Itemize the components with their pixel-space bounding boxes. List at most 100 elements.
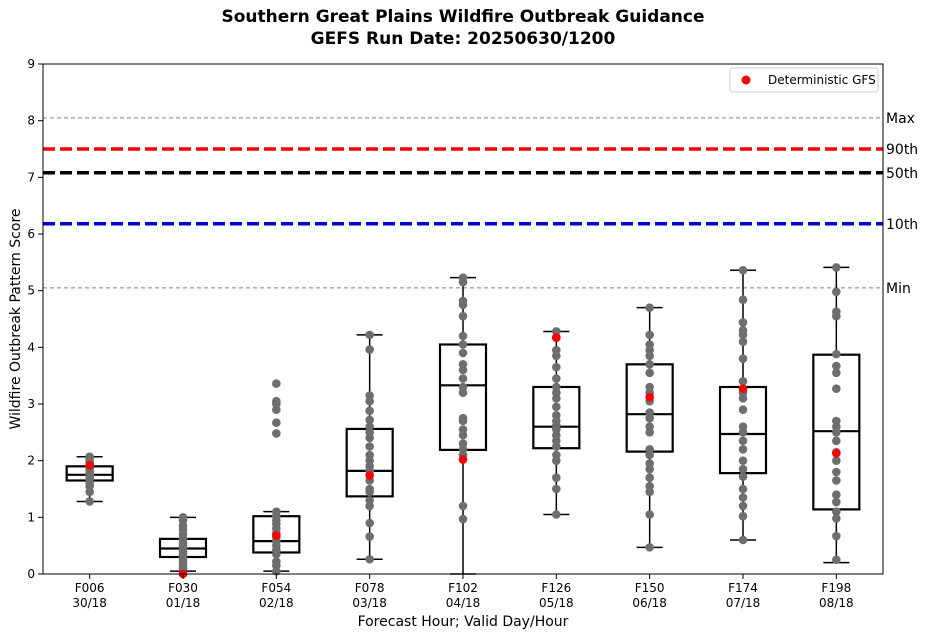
member-point	[738, 354, 748, 363]
member-point	[458, 273, 468, 282]
member-point	[738, 493, 748, 502]
member-point	[272, 557, 281, 566]
member-point	[832, 436, 841, 446]
member-point	[365, 450, 374, 460]
member-point	[552, 473, 561, 482]
box-group-f126	[532, 327, 581, 519]
chart-title: Southern Great Plains Wildfire Outbreak …	[222, 7, 705, 27]
member-point	[738, 377, 748, 386]
x-tick-label-hour: F198	[821, 581, 851, 595]
member-point	[458, 382, 468, 392]
member-point	[552, 382, 561, 392]
reference-label-min: Min	[886, 281, 911, 297]
member-point	[272, 418, 281, 428]
deterministic-point	[458, 455, 468, 464]
member-point	[272, 379, 281, 388]
member-point	[365, 330, 374, 340]
member-point	[365, 415, 374, 425]
x-tick-label-valid: 06/18	[632, 596, 667, 610]
member-point	[832, 514, 841, 523]
member-point	[832, 497, 841, 507]
member-point	[738, 445, 748, 454]
x-tick-label-valid: 07/18	[726, 596, 761, 610]
member-point	[645, 303, 654, 312]
member-point	[645, 340, 654, 349]
member-point	[458, 514, 468, 524]
member-point	[458, 311, 468, 321]
deterministic-point	[272, 531, 281, 540]
member-point	[738, 464, 748, 474]
x-tick-label-valid: 03/18	[352, 596, 387, 610]
legend-label: Deterministic GFS	[768, 73, 876, 87]
member-point	[738, 456, 748, 465]
member-point	[458, 374, 468, 383]
member-point	[832, 416, 841, 426]
member-point	[738, 318, 748, 327]
x-tick-label-hour: F150	[635, 581, 665, 595]
member-point	[738, 265, 748, 275]
member-point	[738, 501, 748, 511]
plot-frame	[42, 63, 884, 575]
member-point	[738, 326, 748, 335]
member-point	[85, 497, 94, 506]
member-point	[552, 362, 561, 372]
x-axis-label: Forecast Hour; Valid Day/Hour	[358, 614, 569, 630]
x-tick-label-hour: F030	[168, 581, 198, 595]
member-point	[552, 484, 561, 494]
y-tick-label: 1	[27, 510, 35, 524]
member-point	[832, 384, 841, 394]
y-axis-label: Wildfire Outbreak Pattern Score	[8, 208, 24, 429]
box-group-f102	[438, 273, 488, 575]
member-point	[645, 382, 654, 392]
member-point	[645, 459, 654, 468]
member-point	[832, 456, 841, 465]
box-group-f150	[625, 303, 674, 552]
y-tick-label: 5	[27, 284, 35, 298]
y-tick-label: 2	[27, 454, 35, 468]
box-group-f030	[158, 513, 208, 579]
member-point	[738, 535, 748, 545]
member-point	[832, 467, 841, 477]
member-point	[272, 396, 281, 406]
member-point	[458, 425, 468, 434]
member-point	[832, 490, 841, 499]
x-tick-label-valid: 04/18	[446, 596, 481, 610]
member-point	[365, 496, 374, 505]
reference-label-10th: 10th	[886, 217, 918, 233]
member-point	[365, 406, 374, 416]
member-point	[645, 543, 654, 552]
reference-label-max: Max	[886, 111, 915, 127]
x-tick-label-valid: 08/18	[819, 596, 854, 610]
member-point	[645, 445, 654, 454]
deterministic-point	[552, 333, 561, 343]
member-point	[738, 472, 748, 481]
box-group-f174	[718, 265, 768, 545]
member-point	[458, 348, 468, 358]
member-point	[832, 531, 841, 541]
member-point	[645, 360, 654, 369]
deterministic-point	[645, 392, 654, 402]
member-point	[832, 507, 841, 516]
member-point	[365, 554, 374, 564]
y-tick-label: 7	[27, 170, 35, 184]
member-point	[832, 476, 841, 485]
deterministic-point	[85, 460, 94, 470]
member-point	[832, 287, 841, 297]
reference-lines: Max 90th 50th 10th Min	[43, 111, 918, 297]
chart-subtitle: GEFS Run Date: 20250630/1200	[311, 29, 616, 49]
member-point	[738, 405, 748, 414]
box-group-f006	[65, 452, 114, 506]
member-point	[832, 361, 841, 371]
x-tick-label-hour: F102	[448, 581, 478, 595]
member-point	[458, 501, 468, 511]
x-tick-label-valid: 05/18	[539, 596, 574, 610]
member-point	[365, 345, 374, 354]
member-point	[645, 408, 654, 417]
member-point	[552, 345, 561, 355]
y-tick-label: 4	[27, 340, 35, 354]
x-tick-label-hour: F174	[728, 581, 758, 595]
y-axis: 0 1 2 3 4 5 6 7 8 9	[27, 57, 43, 581]
member-point	[365, 532, 374, 541]
member-point	[365, 484, 374, 494]
